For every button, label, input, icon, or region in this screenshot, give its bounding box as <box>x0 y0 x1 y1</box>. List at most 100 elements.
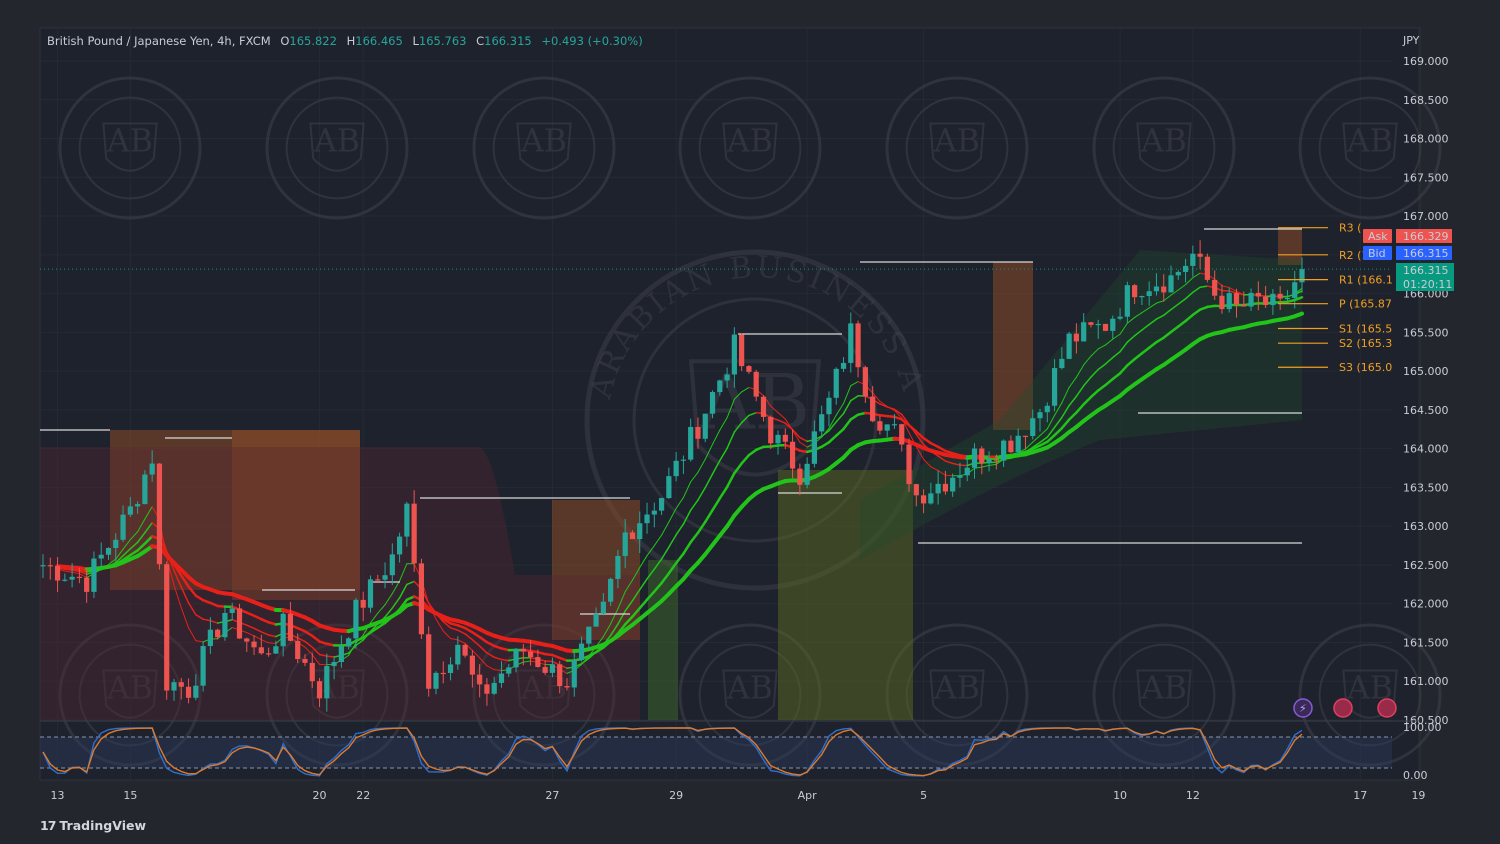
ema-mid-line <box>303 630 314 638</box>
ema-faster-line <box>872 392 881 402</box>
ema-faster-line <box>1097 344 1107 350</box>
candle <box>62 579 68 581</box>
candle <box>578 643 585 661</box>
watermark-text: AB <box>933 671 980 707</box>
osc-lower-label: 0.00 <box>1403 769 1428 782</box>
ema-faster-line <box>1221 285 1230 289</box>
x-tick-label: 15 <box>123 789 137 802</box>
ema-fast-line <box>326 655 335 658</box>
ema-faster-line <box>1185 277 1194 286</box>
ema-faster-line <box>428 603 437 620</box>
ema-fast-line <box>318 653 328 657</box>
ema-mid-line <box>653 581 663 593</box>
ema-mid-line <box>296 626 307 633</box>
ema-faster-line <box>71 571 80 575</box>
ema-mid-line <box>1162 330 1173 339</box>
candle <box>1299 269 1305 283</box>
ema-faster-line <box>799 441 808 448</box>
ema-fast-line <box>900 413 910 426</box>
y-tick-label: 160.500 <box>1403 714 1449 727</box>
high-label: H <box>346 34 356 48</box>
candle <box>891 424 898 426</box>
ema-faster-line <box>399 563 408 582</box>
candle <box>244 638 250 642</box>
pivot-label: S1 (165.5 <box>1339 322 1392 335</box>
ema-faster-line <box>1061 386 1070 404</box>
candle <box>353 599 359 639</box>
candle <box>651 510 657 515</box>
ema-faster-line <box>1236 290 1245 296</box>
ema-fast-line <box>500 658 510 662</box>
candle <box>1146 291 1152 296</box>
ema-mid-line <box>929 441 940 449</box>
x-tick-label: 27 <box>545 789 559 802</box>
ema-faster-line <box>348 642 357 656</box>
candle <box>549 664 556 673</box>
ema-mid-line <box>318 640 329 646</box>
ema-mid-line <box>1191 308 1202 317</box>
candle <box>913 484 919 496</box>
tradingview-brand[interactable]: 17 TradingView <box>40 818 146 833</box>
ema-mid-line <box>442 618 452 625</box>
candle <box>302 659 308 663</box>
candle <box>462 644 468 656</box>
candle <box>775 434 781 444</box>
ema-fast-line <box>1082 376 1092 387</box>
ema-fast-line <box>377 616 386 625</box>
candle <box>1081 322 1087 342</box>
ema-fast-line <box>828 421 837 432</box>
ema-fast-line <box>71 569 81 573</box>
x-tick-label: 13 <box>51 789 65 802</box>
candle <box>484 684 490 694</box>
low-value: 165.763 <box>418 34 467 48</box>
ema-fast-line <box>1126 334 1136 343</box>
candle <box>375 579 381 581</box>
brand-name: TradingView <box>59 818 147 833</box>
ema-fast-line <box>799 436 808 443</box>
ema-faster-line <box>100 564 109 570</box>
candle <box>608 578 614 602</box>
ema-fast-line <box>1155 314 1165 320</box>
ema-fast-line <box>1192 286 1201 294</box>
ema-mid-line <box>1104 377 1115 387</box>
ema-faster-line <box>908 432 917 448</box>
ema-fast-line <box>668 534 677 548</box>
ema-fast-line <box>1075 385 1085 398</box>
candle <box>447 664 454 673</box>
uk-flag-event-icon <box>1333 698 1353 718</box>
ema-faster-line <box>479 657 488 667</box>
ema-mid-line <box>667 561 678 575</box>
ema-fast-line <box>1112 350 1121 359</box>
demand-zone <box>648 560 678 720</box>
candle <box>622 532 628 556</box>
x-tick-label: 20 <box>313 789 327 802</box>
ema-faster-line <box>843 385 852 405</box>
ema-mid-line <box>944 449 954 455</box>
ema-fast-line <box>617 610 626 625</box>
candle <box>396 536 403 555</box>
candle <box>506 667 512 674</box>
watermark-seal-icon: AB <box>885 76 1029 220</box>
candle <box>782 434 788 442</box>
candle <box>324 666 330 699</box>
candle <box>367 579 374 608</box>
ema-mid-line <box>478 635 489 644</box>
ema-mid-line <box>645 590 656 601</box>
ema-fast-line <box>893 408 903 416</box>
ema-fast-line <box>1133 329 1143 337</box>
ema-fast-line <box>122 548 132 557</box>
candle <box>797 468 803 485</box>
candle <box>979 448 985 464</box>
stoch-d-line <box>42 727 1303 777</box>
candle <box>1190 253 1196 266</box>
ema-faster-line <box>828 414 837 429</box>
ema-mid-line <box>456 624 467 630</box>
x-tick-label: 17 <box>1353 789 1367 802</box>
candle <box>571 660 577 688</box>
candle <box>382 575 388 580</box>
ema-faster-line <box>923 458 932 468</box>
ema-faster-line <box>435 618 444 632</box>
close-label: C <box>476 34 485 48</box>
ema-mid-line <box>1133 352 1144 361</box>
